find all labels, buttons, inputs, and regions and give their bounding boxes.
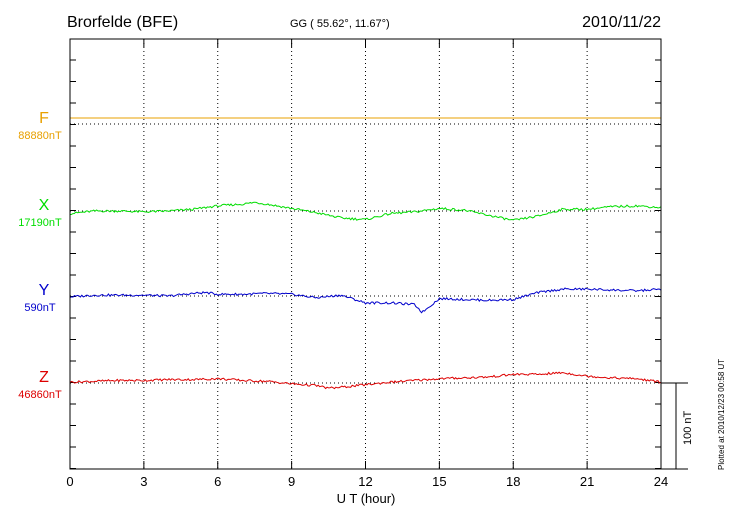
x-tick-label: 18 bbox=[506, 474, 520, 489]
series-name-y: Y bbox=[39, 282, 50, 299]
scale-bar-label: 100 nT bbox=[682, 410, 694, 445]
series-labels: F 88880nT X 17190nT Y 590nT Z 46860nT bbox=[18, 110, 62, 401]
series-name-f: F bbox=[39, 110, 49, 127]
date-label: 2010/11/22 bbox=[582, 14, 661, 31]
axis-ticks: 0 3 6 9 12 15 18 21 24 bbox=[66, 39, 668, 489]
series-group bbox=[69, 117, 662, 390]
series-baseline-y: 590nT bbox=[24, 302, 55, 314]
x-tick-label: 24 bbox=[654, 474, 668, 489]
x-tick-label: 0 bbox=[66, 474, 73, 489]
series-line-z bbox=[69, 371, 662, 390]
coordinates-label: GG ( 55.62°, 11.67°) bbox=[290, 18, 390, 30]
series-baseline-z: 46860nT bbox=[18, 389, 62, 401]
series-baseline-f: 88880nT bbox=[18, 130, 62, 142]
station-title: Brorfelde (BFE) bbox=[67, 14, 178, 31]
x-tick-label: 3 bbox=[140, 474, 147, 489]
series-line-x bbox=[69, 201, 662, 221]
x-tick-label: 12 bbox=[358, 474, 372, 489]
x-tick-label: 15 bbox=[432, 474, 446, 489]
plotted-note: Plotted at 2010/12/23 00:58 UT bbox=[717, 359, 726, 470]
series-name-x: X bbox=[39, 197, 50, 214]
grid-lines bbox=[70, 39, 661, 469]
x-axis-label: U T (hour) bbox=[337, 491, 396, 506]
plot-frame bbox=[69, 38, 662, 470]
x-tick-label: 21 bbox=[580, 474, 594, 489]
x-tick-label: 9 bbox=[288, 474, 295, 489]
series-baseline-x: 17190nT bbox=[18, 217, 62, 229]
series-name-z: Z bbox=[39, 369, 49, 386]
scale-bar: 100 nT bbox=[661, 382, 694, 470]
x-tick-label: 6 bbox=[214, 474, 221, 489]
series-line-y bbox=[69, 287, 662, 314]
